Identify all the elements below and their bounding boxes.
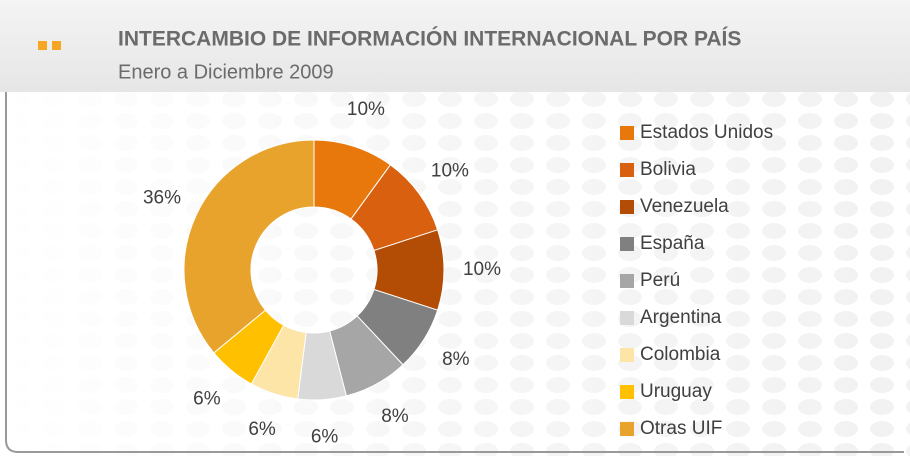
slice	[183, 139, 315, 354]
data-label: 6%	[193, 388, 221, 409]
header-band	[0, 0, 910, 92]
legend-label: España	[640, 233, 705, 254]
legend-label: Perú	[640, 270, 680, 291]
dot-fade	[0, 92, 910, 456]
legend-label: Colombia	[640, 344, 721, 365]
legend-label: Argentina	[640, 307, 722, 328]
data-label: 8%	[381, 406, 409, 427]
legend-swatch	[620, 385, 634, 399]
legend-swatch	[620, 348, 634, 362]
legend-swatch	[620, 237, 634, 251]
legend-swatch	[620, 274, 634, 288]
legend-label: Uruguay	[640, 381, 712, 402]
legend-swatch	[620, 200, 634, 214]
legend-swatch	[620, 311, 634, 325]
legend-swatch	[620, 422, 634, 436]
logo-square	[52, 41, 61, 50]
legend-label: Estados Unidos	[640, 122, 773, 143]
legend-label: Venezuela	[640, 196, 729, 217]
data-label: 6%	[311, 427, 339, 448]
data-label: 6%	[248, 419, 276, 440]
data-label: 10%	[463, 259, 501, 280]
frame	[5, 92, 904, 453]
data-label: 10%	[347, 99, 385, 120]
legend-swatch	[620, 126, 634, 140]
legend-swatch	[620, 163, 634, 177]
legend-label: Otras UIF	[640, 418, 722, 439]
chart-title: INTERCAMBIO DE INFORMACIÓN INTERNACIONAL…	[118, 27, 741, 51]
chart-subtitle: Enero a Diciembre 2009	[118, 61, 334, 83]
legend-label: Bolivia	[640, 159, 696, 180]
data-label: 8%	[442, 349, 470, 370]
logo-square	[38, 41, 47, 50]
data-label: 10%	[431, 160, 469, 181]
data-label: 36%	[143, 187, 181, 208]
